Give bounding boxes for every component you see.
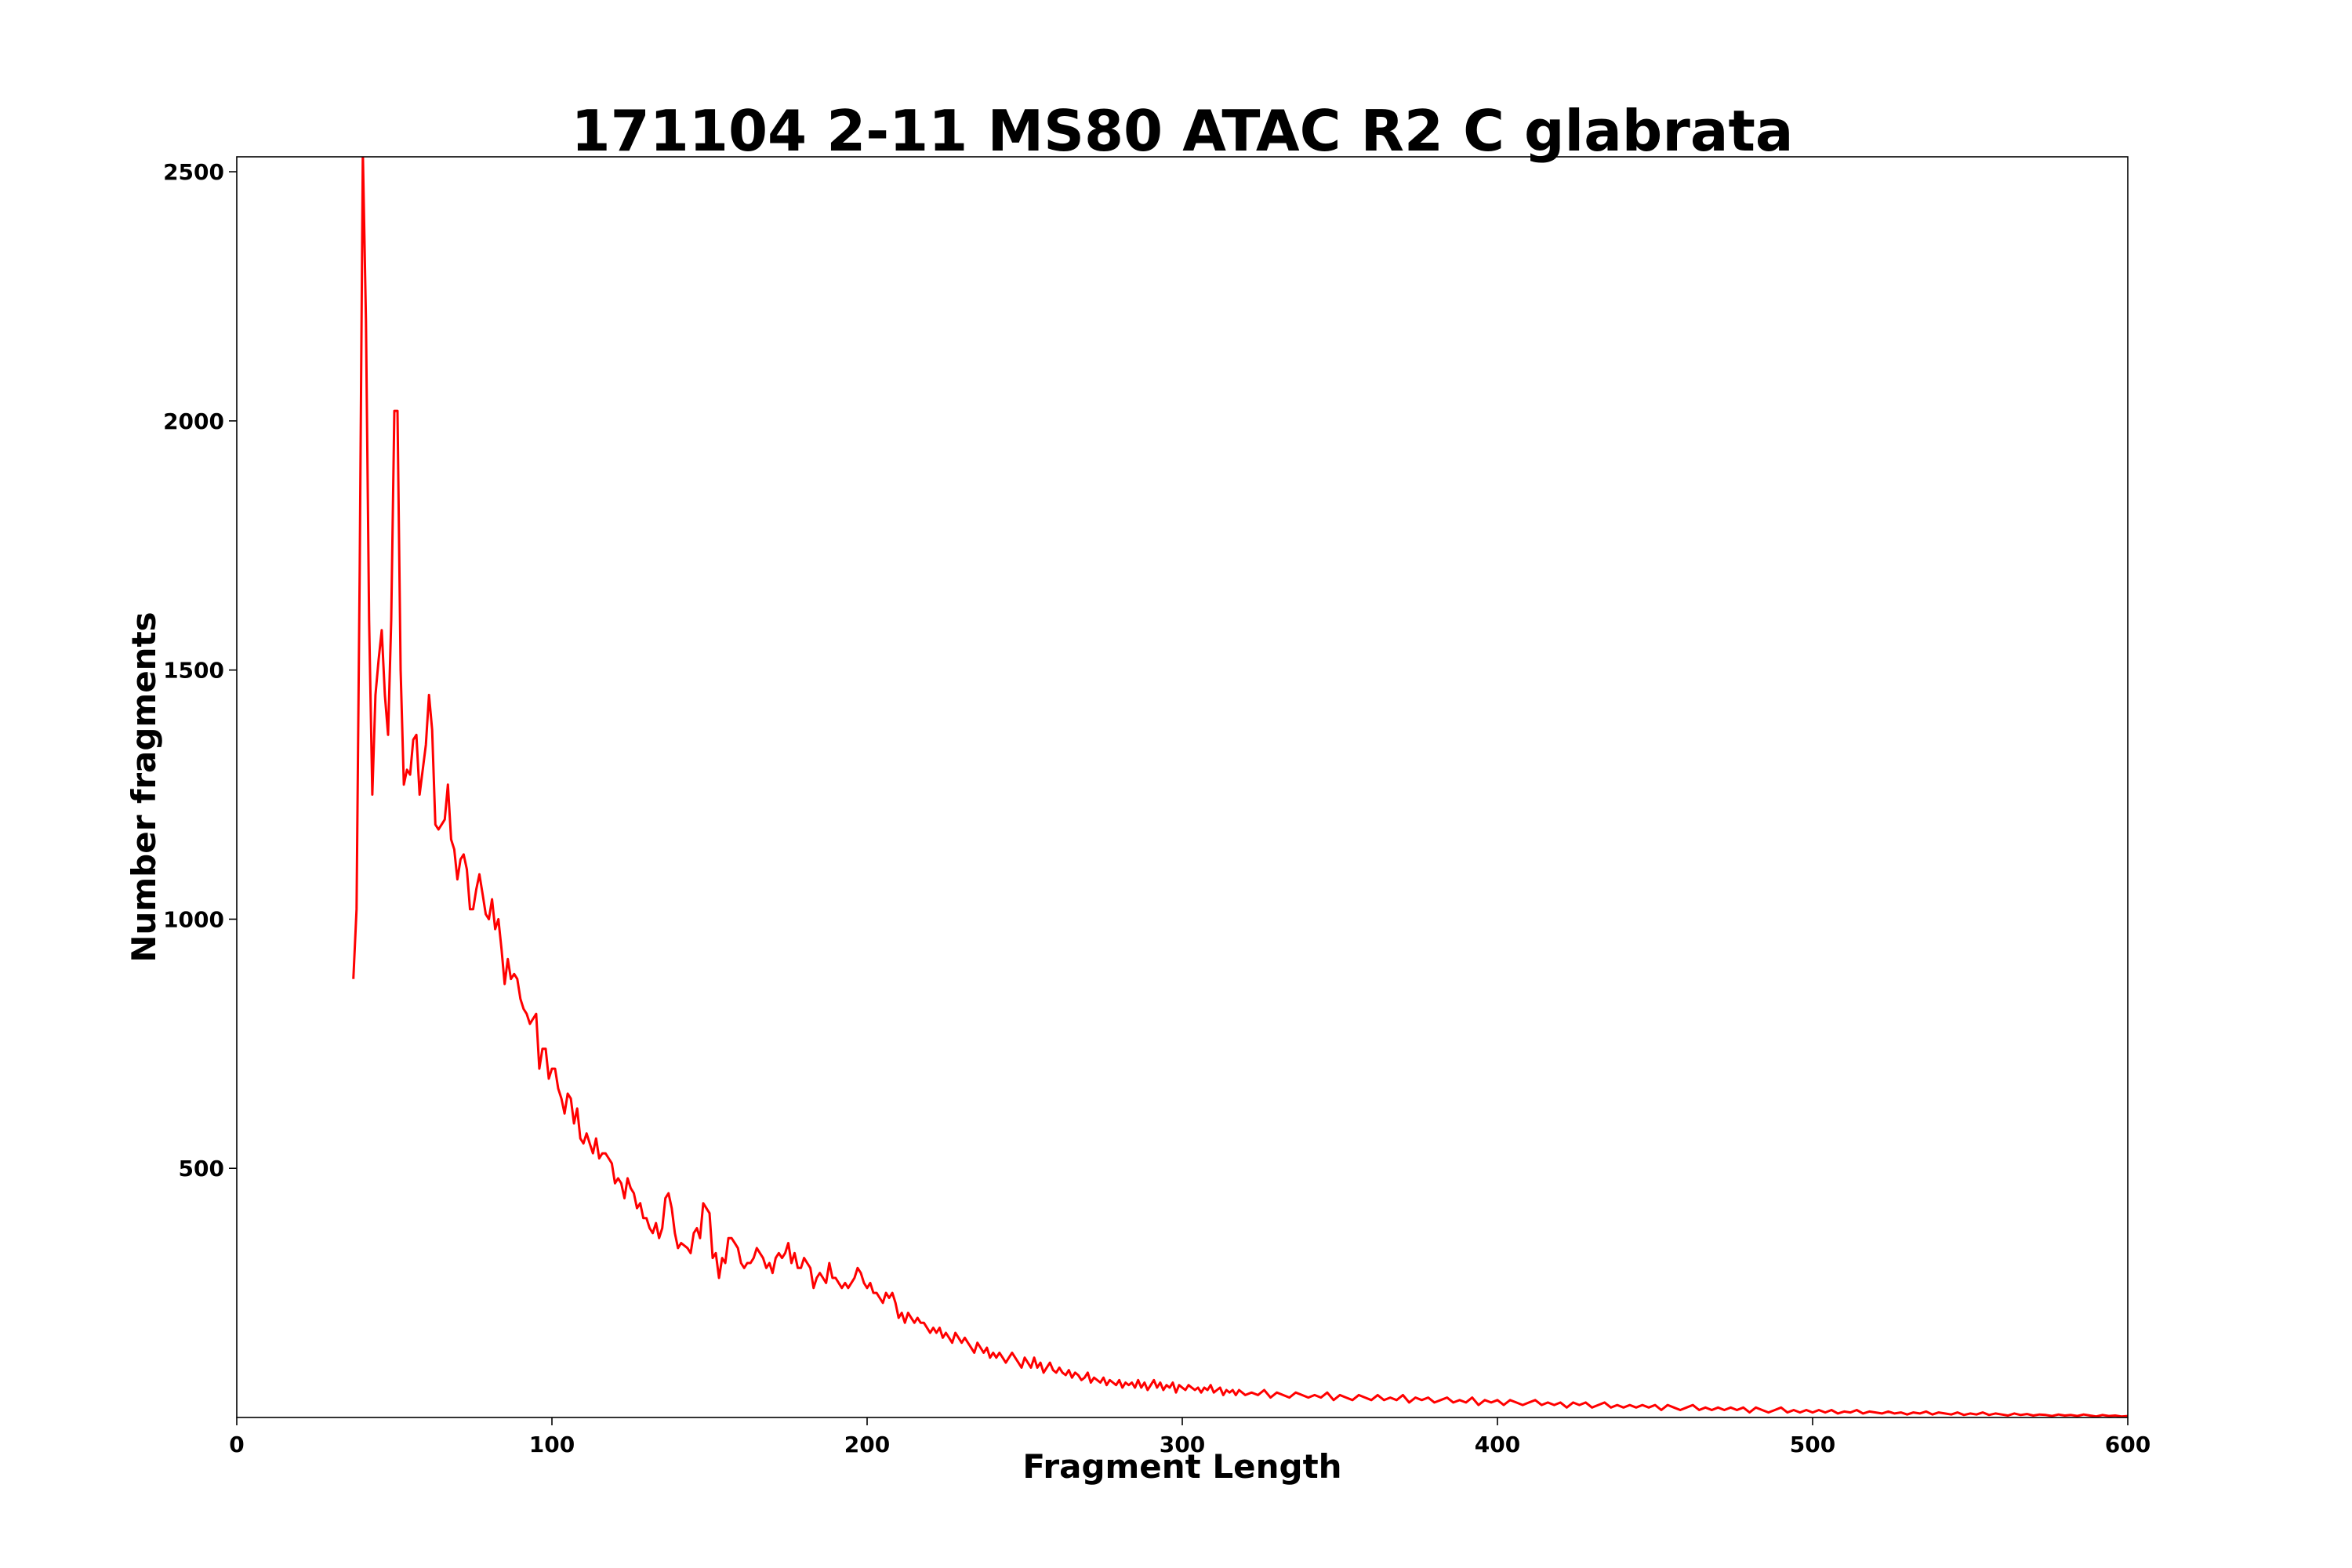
x-tick-label: 100 xyxy=(529,1432,575,1457)
y-tick-label: 500 xyxy=(179,1156,224,1181)
y-tick-label: 2000 xyxy=(163,408,224,434)
series-layer xyxy=(352,157,2128,1417)
x-axis-label: Fragment Length xyxy=(1022,1447,1341,1486)
series-line-0 xyxy=(352,157,2128,1417)
plot-area xyxy=(236,156,2129,1418)
x-tick-label: 300 xyxy=(1160,1432,1205,1457)
plot-frame xyxy=(236,156,2129,1418)
x-tick-label: 0 xyxy=(229,1432,244,1457)
x-axis: 0 100 200 300 400 500 600 xyxy=(229,1417,2151,1457)
x-tick-label: 200 xyxy=(844,1432,890,1457)
x-tick-label: 400 xyxy=(1475,1432,1520,1457)
y-tick-label: 1000 xyxy=(163,906,224,932)
y-tick-label: 2500 xyxy=(163,159,224,185)
x-tick-label: 600 xyxy=(2105,1432,2151,1457)
y-axis-label: Number fragments xyxy=(125,612,163,962)
y-axis: 500 1000 1500 2000 2500 xyxy=(163,159,237,1181)
chart-title: 171104 2-11 MS80 ATAC R2 C glabrata xyxy=(572,98,1794,164)
y-tick-label: 1500 xyxy=(163,658,224,684)
x-tick-label: 500 xyxy=(1790,1432,1835,1457)
